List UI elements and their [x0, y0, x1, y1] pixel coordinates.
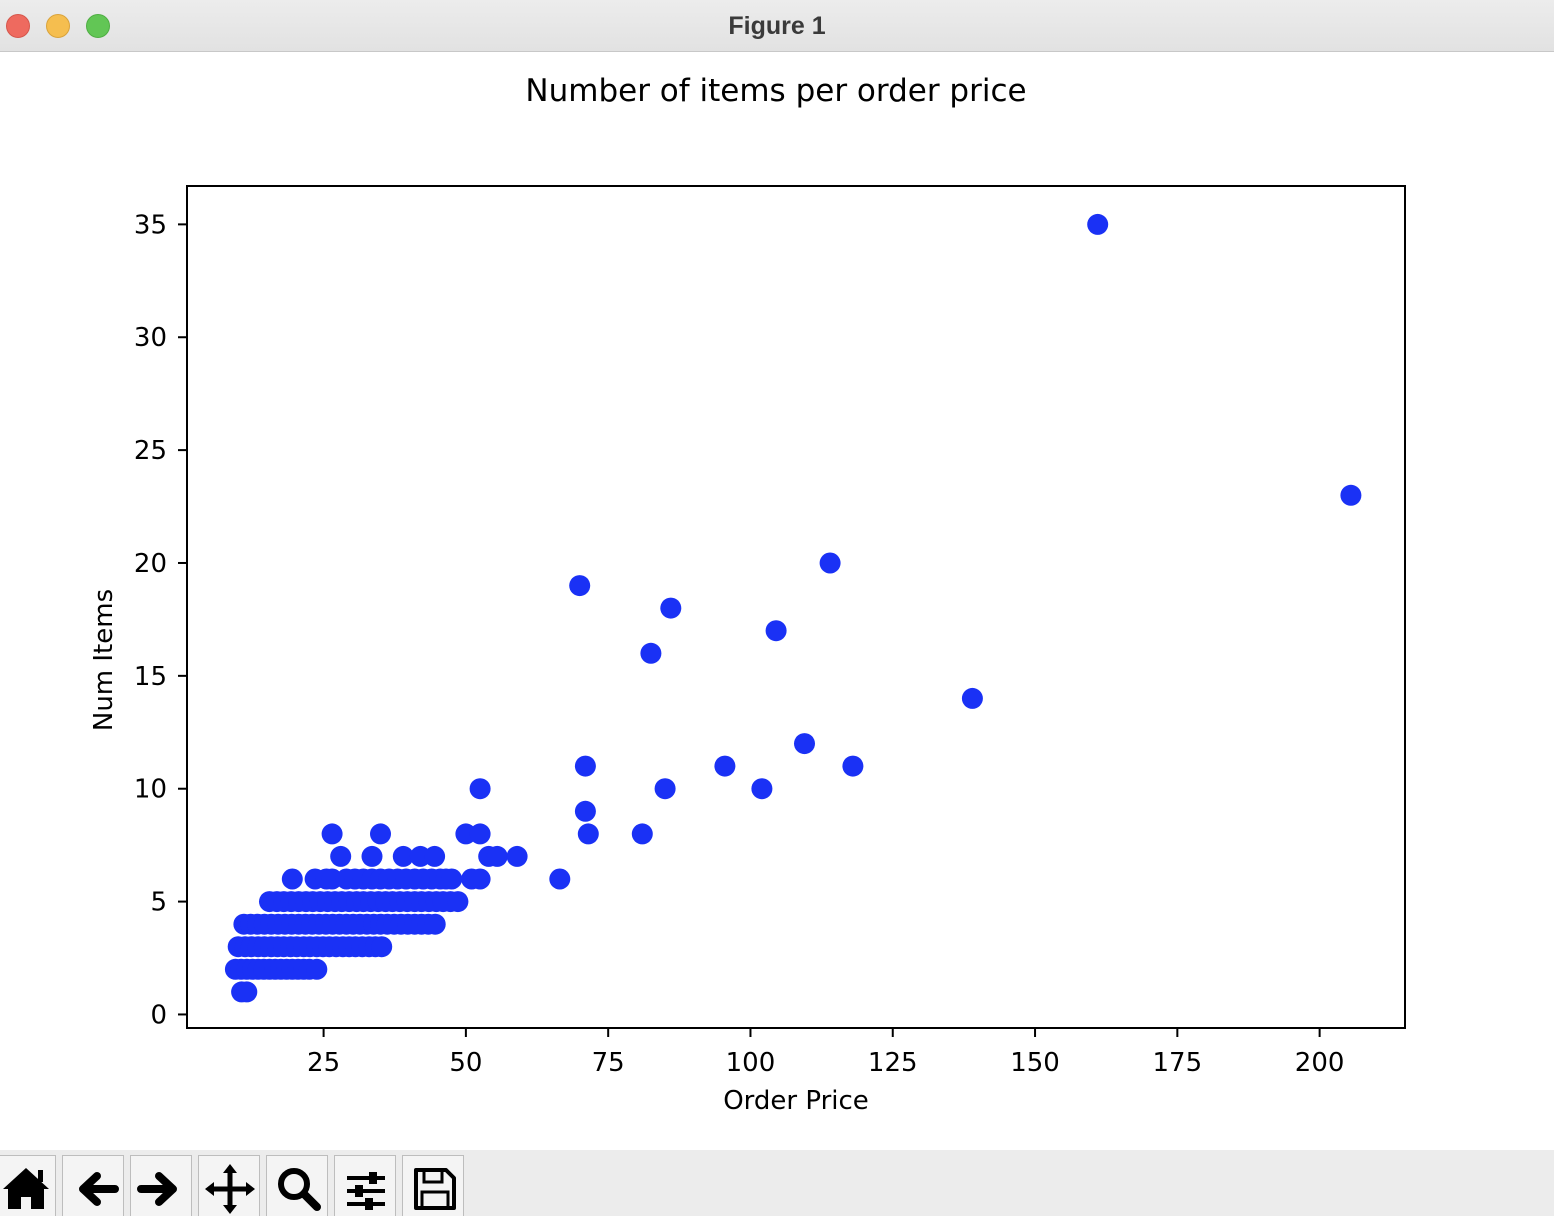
- scatter-point: [469, 868, 491, 890]
- zoom-magnifier-icon: [278, 1168, 321, 1211]
- home-icon: [3, 1168, 49, 1209]
- window-title: Figure 1: [728, 12, 826, 40]
- scatter-point: [569, 575, 591, 597]
- x-tick-label: 50: [449, 1048, 482, 1078]
- scatter-point: [392, 845, 414, 867]
- scatter-point: [469, 823, 491, 845]
- chart-title: Number of items per order price: [525, 73, 1026, 109]
- scatter-point: [469, 778, 491, 800]
- scatter-point: [961, 687, 983, 709]
- y-tick-label: 10: [134, 775, 167, 805]
- scatter-point: [577, 823, 599, 845]
- y-tick-label: 20: [134, 549, 167, 579]
- y-tick-label: 30: [134, 323, 167, 353]
- scatter-point: [371, 936, 393, 958]
- back-button[interactable]: [62, 1155, 124, 1216]
- scatter-point: [236, 981, 258, 1003]
- scatter-point: [654, 778, 676, 800]
- y-tick-label: 5: [150, 888, 167, 918]
- configure-subplots-button[interactable]: [334, 1155, 396, 1216]
- window-maximize-button[interactable]: [86, 14, 110, 38]
- scatter-point: [424, 845, 446, 867]
- scatter-point: [574, 755, 596, 777]
- pan-button[interactable]: [198, 1155, 260, 1216]
- scatter-point: [506, 845, 528, 867]
- zoom-button[interactable]: [266, 1155, 328, 1216]
- x-tick-label: 200: [1295, 1048, 1345, 1078]
- y-tick-label: 25: [134, 436, 167, 466]
- x-tick-label: 100: [726, 1048, 776, 1078]
- back-arrow-icon: [79, 1172, 119, 1206]
- navigation-toolbar: [0, 1150, 1554, 1216]
- scatter-point: [1087, 213, 1109, 235]
- scatter-point: [714, 755, 736, 777]
- scatter-point: [281, 868, 303, 890]
- scatter-point: [370, 823, 391, 845]
- x-tick-label: 150: [1010, 1048, 1060, 1078]
- y-axis-ticks: 0 5 10 15 20 25 30 35: [134, 210, 187, 1030]
- scatter-point: [486, 845, 508, 867]
- x-tick-label: 125: [868, 1048, 918, 1078]
- scatter-point: [549, 868, 571, 890]
- scatter-point: [574, 800, 596, 822]
- scatter-point: [306, 958, 328, 980]
- x-tick-label: 175: [1153, 1048, 1203, 1078]
- scatter-point: [424, 913, 446, 935]
- scatter-point: [1340, 484, 1362, 506]
- home-button[interactable]: [0, 1155, 56, 1216]
- scatter-point: [330, 845, 352, 867]
- scatter-point: [819, 552, 841, 574]
- scatter-point: [361, 845, 383, 867]
- scatter-chart: Number of items per order price 25 50 75 10…: [89, 73, 1406, 1116]
- y-axis-label: Num Items: [89, 589, 119, 731]
- scatter-point: [660, 597, 682, 619]
- x-tick-label: 75: [592, 1048, 625, 1078]
- scatter-point: [321, 823, 343, 845]
- x-tick-label: 25: [307, 1048, 340, 1078]
- configure-subplots-icon: [347, 1172, 385, 1210]
- scatter-point: [794, 733, 815, 755]
- scatter-point: [751, 778, 773, 800]
- y-tick-label: 15: [134, 662, 167, 692]
- scatter-point: [631, 823, 653, 845]
- data-points: [224, 213, 1362, 1003]
- scatter-point: [765, 620, 787, 642]
- y-tick-label: 35: [134, 210, 167, 240]
- scatter-point: [842, 755, 864, 777]
- scatter-point: [441, 868, 463, 890]
- save-button[interactable]: [402, 1155, 464, 1216]
- plot-frame: [186, 185, 1406, 1029]
- scatter-point: [447, 891, 469, 913]
- forward-arrow-icon: [137, 1172, 177, 1206]
- window-minimize-button[interactable]: [46, 14, 70, 38]
- scatter-point: [640, 642, 662, 664]
- window-close-button[interactable]: [6, 14, 30, 38]
- y-tick-label: 0: [150, 1000, 167, 1030]
- x-axis-label: Order Price: [723, 1086, 869, 1116]
- window-titlebar: Figure 1: [0, 0, 1554, 52]
- pan-move-icon: [205, 1164, 255, 1214]
- forward-button[interactable]: [130, 1155, 192, 1216]
- save-floppy-icon: [414, 1168, 456, 1210]
- x-axis-ticks: 25 50 75 100 125 150 175 200: [307, 1028, 1344, 1078]
